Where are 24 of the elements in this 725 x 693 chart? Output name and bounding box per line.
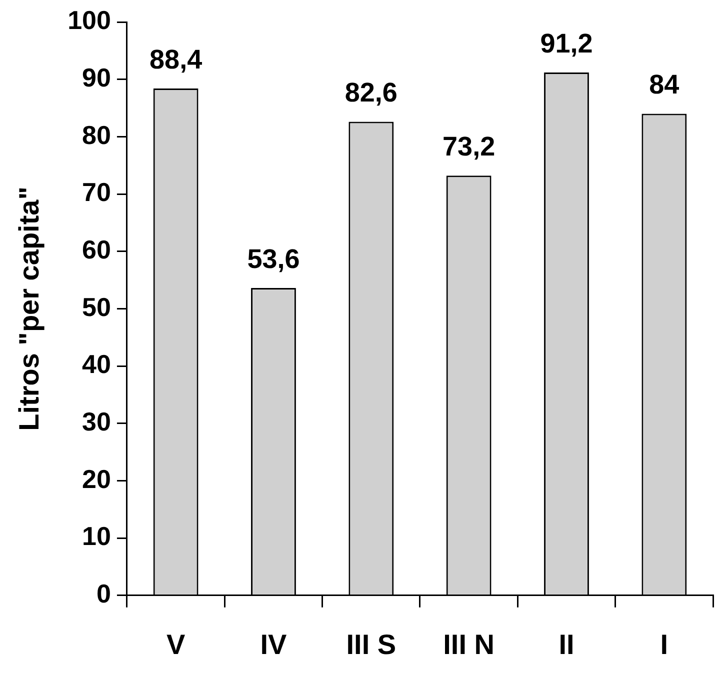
y-tick-label: 40 bbox=[82, 349, 111, 380]
y-tick-label: 60 bbox=[82, 234, 111, 265]
x-tick-label: I bbox=[660, 628, 668, 660]
y-tick-label: 50 bbox=[82, 292, 111, 322]
data-label: 84 bbox=[649, 70, 680, 100]
x-tick-label: III S bbox=[346, 628, 396, 660]
y-tick-label: 80 bbox=[82, 120, 111, 150]
x-tick-label: III N bbox=[443, 628, 494, 660]
y-tick-label: 0 bbox=[96, 578, 111, 609]
y-tick-label: 70 bbox=[82, 177, 111, 208]
y-tick-label: 10 bbox=[82, 521, 111, 552]
y-tick-label: 20 bbox=[82, 464, 111, 494]
y-tick-label: 30 bbox=[82, 406, 111, 437]
data-label: 91,2 bbox=[540, 28, 593, 58]
x-tick-label: II bbox=[558, 628, 574, 660]
data-label: 53,6 bbox=[247, 244, 300, 274]
x-tick-label: IV bbox=[260, 628, 288, 660]
x-tick-label: V bbox=[166, 628, 186, 660]
data-label: 82,6 bbox=[344, 78, 398, 108]
data-label: 88,4 bbox=[150, 44, 202, 74]
y-axis-title: Litros "per capita" bbox=[14, 186, 45, 431]
data-label: 73,2 bbox=[442, 132, 496, 162]
y-tick-label: 90 bbox=[82, 62, 111, 93]
y-tick-label: 100 bbox=[68, 5, 111, 36]
